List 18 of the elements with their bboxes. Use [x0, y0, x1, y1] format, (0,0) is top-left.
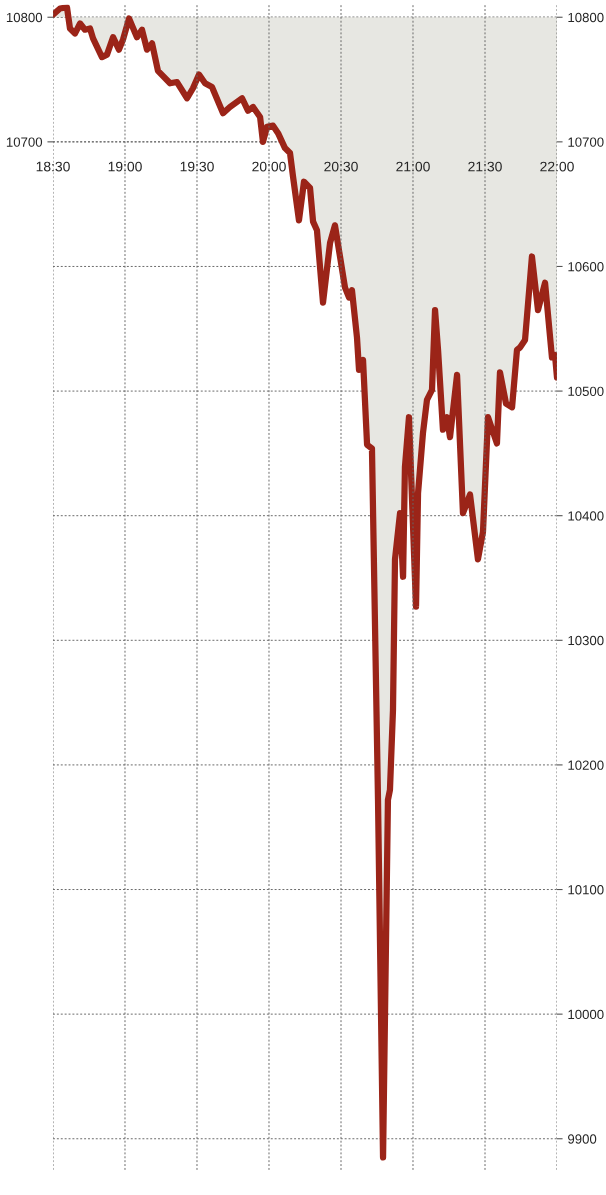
- y2-tick-label: 10700: [568, 137, 604, 147]
- y2-tick-label: 10000: [568, 1009, 604, 1020]
- x-tick-label: 20:30: [324, 161, 358, 172]
- x-tick-label: 18:30: [36, 161, 70, 172]
- y2-tick-label: 10500: [568, 386, 604, 396]
- x-tick-label: 20:00: [252, 161, 286, 172]
- y2-tick-label: 10800: [568, 12, 604, 23]
- y2-tick-label: 10100: [568, 885, 604, 895]
- x-tick-label: 19:30: [180, 161, 214, 172]
- y2-tick-label: 10600: [568, 262, 604, 272]
- x-tick-label: 21:00: [396, 161, 430, 172]
- x-tick-label: 21:30: [468, 161, 502, 172]
- x-tick-label: 22:00: [540, 161, 574, 172]
- y2-tick-label: 10200: [568, 760, 604, 770]
- y2-tick-label: 9900: [568, 1134, 597, 1144]
- y2-tick-label: 10300: [568, 635, 604, 646]
- x-tick-label: 19:00: [108, 161, 142, 172]
- y2-tick-label: 10400: [568, 511, 604, 521]
